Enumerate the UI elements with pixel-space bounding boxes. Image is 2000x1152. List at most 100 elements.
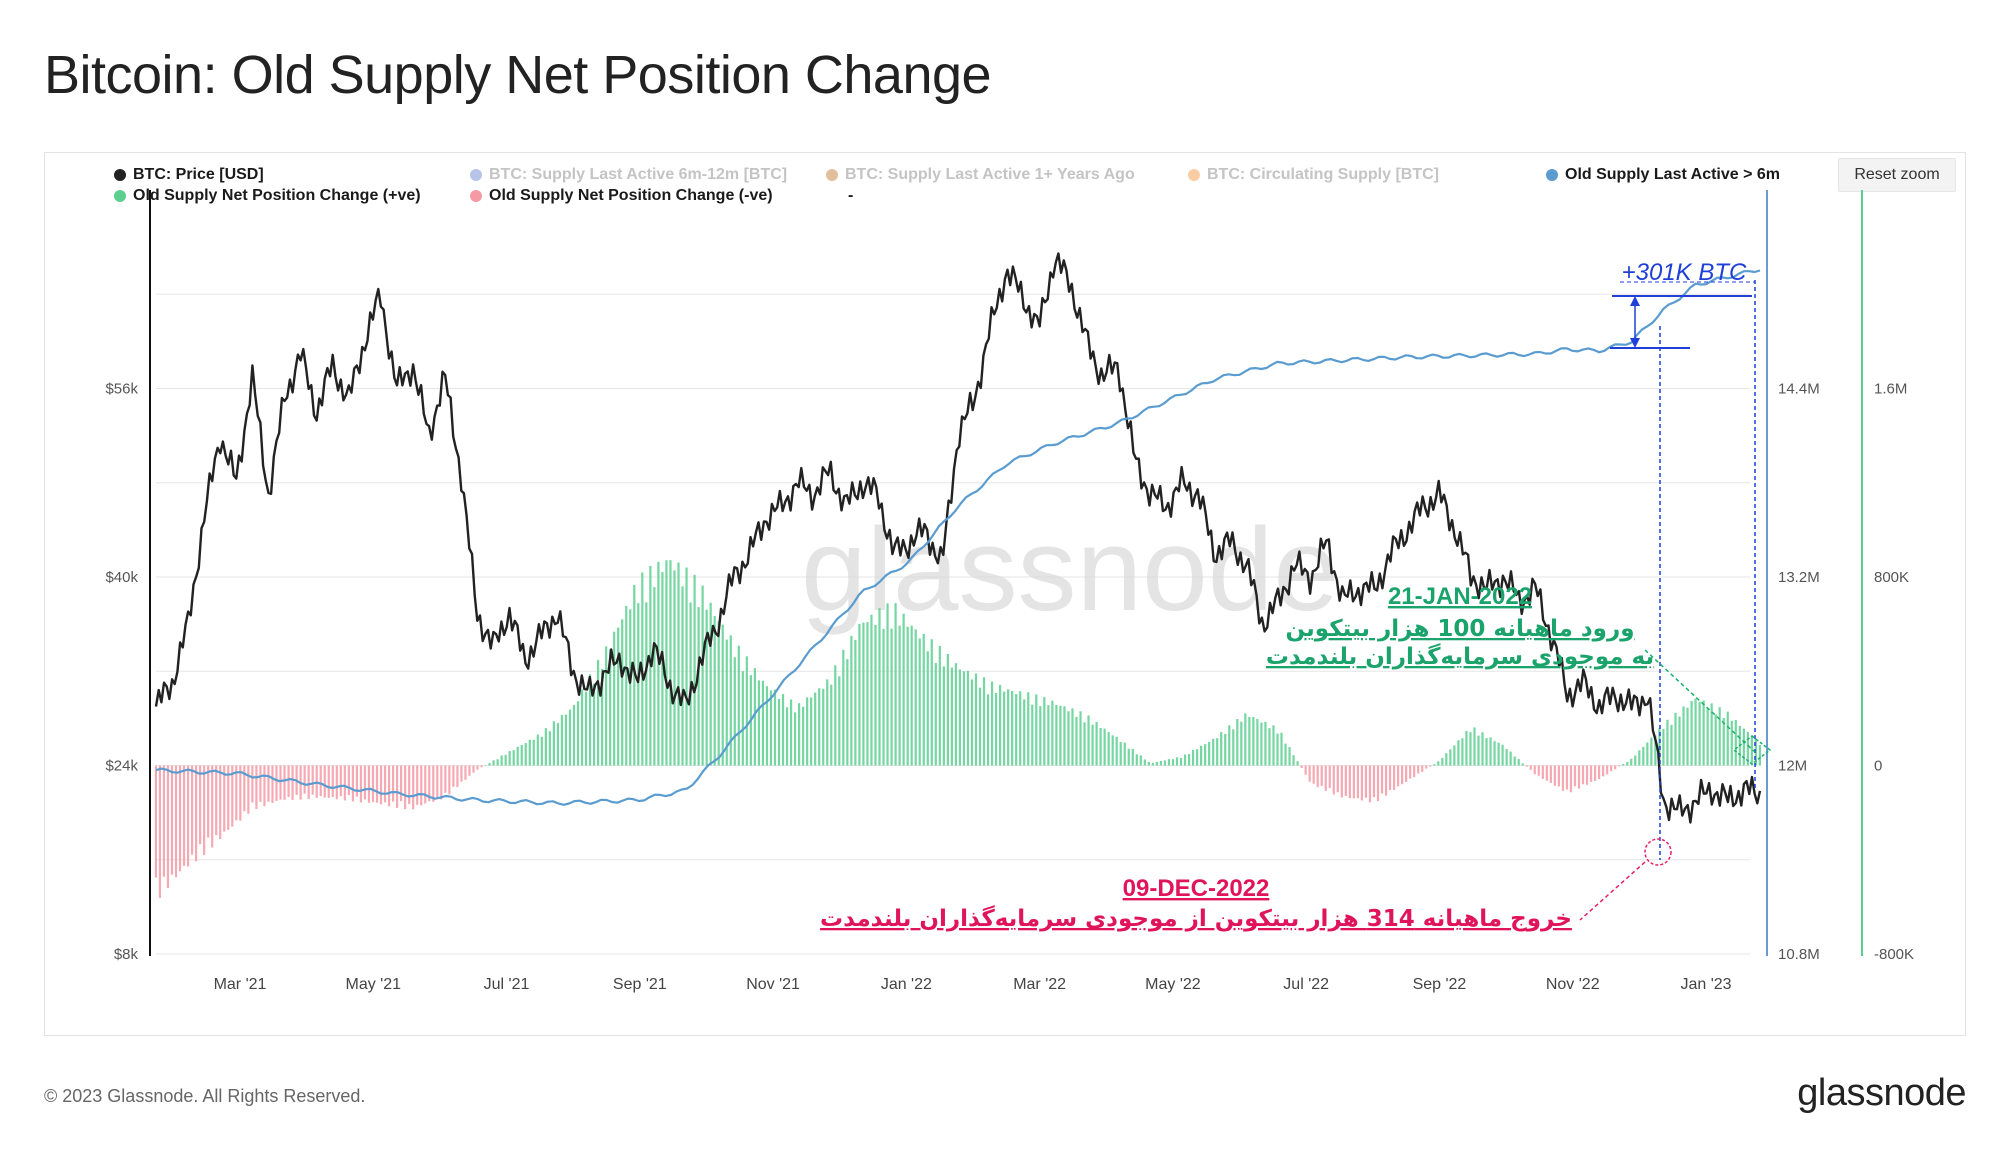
net-change-bar	[721, 624, 724, 766]
net-change-bar	[1497, 742, 1500, 766]
series-line-0	[154, 252, 1762, 824]
net-change-bar	[894, 603, 897, 766]
net-change-bar	[1505, 749, 1508, 766]
legend-item-supply-1y[interactable]: BTC: Supply Last Active 1+ Years Ago	[826, 166, 1135, 184]
reset-zoom-button[interactable]: Reset zoom	[1838, 158, 1956, 192]
net-change-bar	[1485, 738, 1488, 766]
net-change-bar	[1007, 689, 1010, 766]
net-change-bar	[520, 744, 523, 766]
net-change-bar	[613, 631, 616, 766]
net-change-bar	[564, 714, 568, 766]
net-change-bar	[1553, 765, 1556, 786]
net-change-bar	[1537, 765, 1540, 776]
net-change-bar	[416, 765, 419, 805]
net-change-bar	[653, 587, 656, 766]
net-change-bar	[1445, 753, 1448, 766]
x-tick-label: Mar '21	[214, 976, 267, 993]
net-change-bar	[432, 765, 435, 802]
net-change-bar	[408, 765, 411, 805]
net-change-bar	[375, 765, 379, 803]
net-change-bar	[753, 668, 756, 766]
net-change-bar	[926, 651, 929, 766]
net-change-bar	[681, 586, 684, 766]
legend-item-old-supply[interactable]: Old Supply Last Active > 6m	[1546, 166, 1780, 184]
legend-item-dash[interactable]: -	[848, 187, 853, 205]
net-change-bar	[1071, 708, 1074, 766]
net-change-bar	[1630, 758, 1633, 766]
net-change-bar	[379, 765, 383, 805]
net-change-bar	[532, 739, 535, 766]
net-change-bar	[1376, 765, 1380, 802]
net-change-bar	[327, 765, 330, 798]
net-change-bar	[391, 765, 395, 802]
net-change-bar	[1204, 744, 1207, 766]
net-change-bar	[661, 572, 664, 766]
net-change-bar	[1083, 722, 1086, 766]
net-change-bar	[1216, 738, 1219, 766]
supply-tick-label: 13.2M	[1778, 569, 1820, 586]
net-change-bar	[1212, 738, 1215, 766]
net-change-bar	[645, 602, 648, 766]
net-change-bar	[552, 721, 555, 766]
legend-item-supply-6m-12m[interactable]: BTC: Supply Last Active 6m-12m [BTC]	[470, 166, 787, 184]
net-change-bar	[914, 629, 917, 766]
net-change-bar	[1702, 700, 1705, 766]
net-change-bar	[930, 639, 933, 766]
net-change-bar	[1059, 705, 1062, 766]
net-change-bar	[934, 663, 937, 766]
net-change-bar	[1031, 704, 1034, 766]
legend-item-circulating[interactable]: BTC: Circulating Supply [BTC]	[1188, 166, 1439, 184]
supply-tick-label: 10.8M	[1778, 946, 1820, 963]
net-change-bar	[617, 627, 620, 766]
legend-item-net-positive[interactable]: Old Supply Net Position Change (+ve)	[114, 187, 421, 205]
net-change-bar	[866, 622, 869, 766]
net-change-bar	[182, 765, 186, 866]
supply-tick-label: 12M	[1778, 758, 1807, 775]
net-change-bar	[1384, 765, 1388, 796]
net-change-bar	[1441, 758, 1444, 766]
net-change-bar	[1296, 761, 1299, 766]
net-change-bar	[898, 625, 901, 766]
net-change-bar	[1541, 765, 1544, 779]
net-change-bar	[966, 670, 970, 766]
net-change-bar	[665, 560, 668, 766]
red-annotation-pointer	[1579, 838, 1672, 921]
net-change-bar	[1642, 746, 1645, 766]
net-change-bar	[400, 765, 403, 802]
net-change-bar	[178, 765, 182, 872]
net-change-bar	[999, 684, 1002, 766]
legend-item-net-negative[interactable]: Old Supply Net Position Change (-ve)	[470, 187, 773, 205]
page-title: Bitcoin: Old Supply Net Position Change	[44, 45, 992, 105]
net-change-bar	[1618, 765, 1621, 767]
net-change-bar	[1027, 692, 1030, 766]
net-change-bar	[1264, 721, 1267, 766]
net-change-bar	[162, 765, 166, 877]
net-change-bar	[1328, 765, 1331, 788]
net-change-bar	[910, 625, 913, 766]
net-change-bar	[950, 667, 953, 766]
net-change-bar	[319, 765, 322, 797]
net-change-bar	[255, 765, 258, 809]
x-tick-label: Nov '21	[746, 976, 800, 993]
net-change-bar	[1248, 716, 1251, 766]
net-change-bar	[1143, 759, 1146, 766]
net-change-bar	[1171, 759, 1175, 766]
net-change-bar	[464, 765, 467, 780]
net-change-bar	[576, 701, 580, 766]
supply-tick-label: 14.4M	[1778, 381, 1820, 398]
net-change-bar	[1232, 729, 1235, 766]
net-change-bar	[1638, 750, 1641, 766]
net-change-bar	[785, 707, 789, 766]
net-change-bar	[781, 694, 785, 766]
legend-item-btc-price[interactable]: BTC: Price [USD]	[114, 166, 264, 184]
net-change-bar	[777, 698, 781, 766]
net-change-bar	[1501, 744, 1504, 766]
net-change-bar	[1662, 729, 1665, 766]
net-change-bar	[862, 622, 865, 766]
red-annotation-date: 09-DEC-2022	[1123, 875, 1270, 902]
net-change-bar	[818, 688, 821, 766]
net-change-bar	[1388, 765, 1392, 791]
price-tick-label: $40k	[105, 569, 138, 586]
net-change-bar	[1191, 750, 1195, 766]
